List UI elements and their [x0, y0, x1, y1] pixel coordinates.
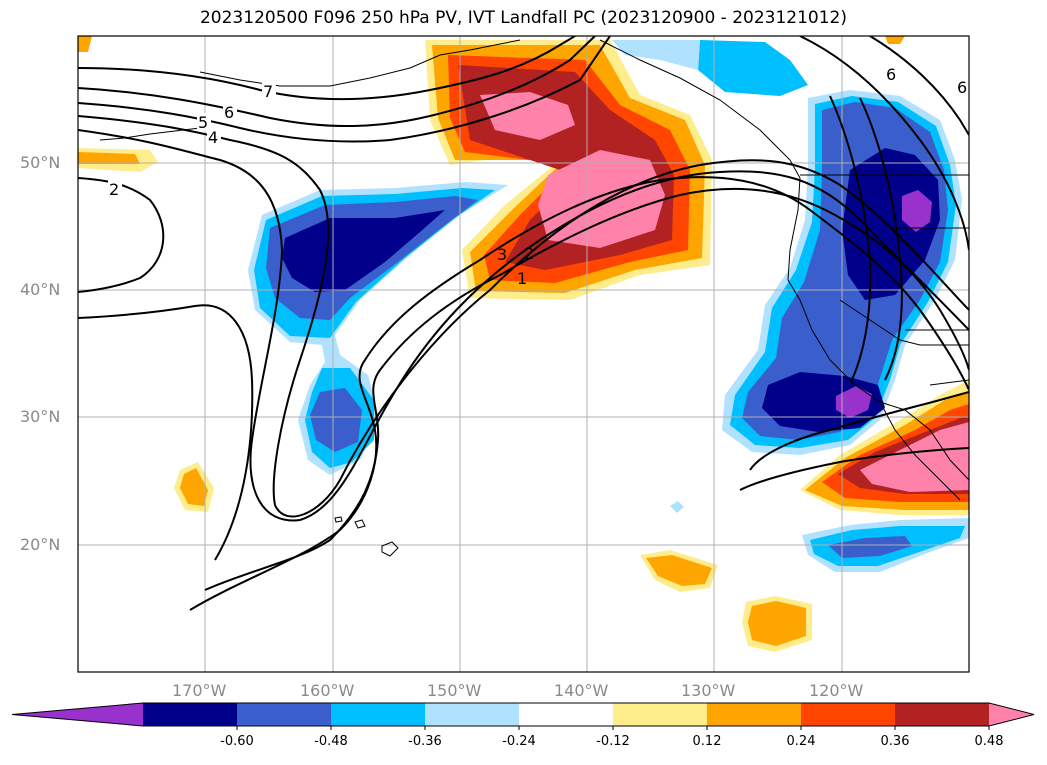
baja-california [879, 401, 961, 501]
colorbar-extend-low [12, 703, 143, 726]
hawaii-1 [381, 541, 399, 557]
colorbar-swatch [143, 703, 238, 726]
contour-label-1: 1 [517, 269, 527, 288]
contour-4 [78, 115, 969, 518]
lon-label-120w: 120°W [809, 681, 864, 700]
contour-east-inner-1 [859, 97, 903, 381]
colorbar-tick-label: 0.48 [974, 734, 1004, 749]
lon-label-170w: 170°W [172, 681, 227, 700]
contour-label-2-west: 2 [109, 180, 119, 199]
positive-anomaly-ne-corner [885, 36, 905, 44]
negative-anomaly-purple-south [836, 386, 872, 418]
negative-anomaly-tiny [670, 501, 684, 513]
contour-label-5: 5 [198, 113, 208, 132]
hawaii-2 [354, 519, 366, 529]
colorbar-tick-label: 0.36 [880, 734, 910, 749]
positive-anomaly-baja-060 [860, 422, 969, 492]
lat-label-40n: 40°N [20, 280, 61, 299]
contour-label-2: 2 [524, 244, 534, 263]
colorbar-swatch [519, 703, 614, 726]
pv-contours [78, 36, 969, 611]
colorbar-tick-label: -0.60 [220, 734, 254, 749]
colorbar-tick-label: 0.24 [786, 734, 816, 749]
contour-label-4: 4 [208, 128, 218, 147]
coastlines [99, 39, 969, 557]
contour-label-6-edge: 6 [957, 78, 967, 97]
lat-label-50n: 50°N [20, 153, 61, 172]
lat-label-30n: 30°N [20, 407, 61, 426]
contour-label-group: 7 6 5 4 2 3 2 1 6 6 [108, 65, 967, 288]
colorbar-tick-label: -0.24 [502, 734, 536, 749]
colorbar-swatch [425, 703, 520, 726]
negative-anomaly-subtropical-036 [828, 536, 912, 558]
negative-anomaly-ne-coast-light [612, 40, 700, 70]
contour-label-6-east: 6 [886, 65, 896, 84]
positive-anomaly-060-north [480, 92, 575, 140]
state-border-4 [929, 379, 969, 386]
contour-6 [78, 36, 596, 128]
contour-west-lower [78, 304, 254, 561]
contour-east-ring-2 [869, 36, 969, 136]
colorbar-swatch [801, 703, 896, 726]
colorbar-swatch [895, 703, 990, 726]
alaska-coast [199, 39, 521, 87]
negative-anomaly-central-036-south [310, 388, 362, 452]
contour-1 [204, 187, 969, 591]
colorbar [11, 702, 1035, 730]
lat-label-20n: 20°N [20, 535, 61, 554]
contour-east-south [749, 391, 969, 471]
lon-label-140w: 140°W [554, 681, 609, 700]
contour-east-south-2 [739, 447, 969, 491]
contour-east-ring [799, 36, 969, 251]
colorbar-swatch [331, 703, 426, 726]
contour-7 [78, 36, 576, 101]
contour-label-6: 6 [224, 103, 234, 122]
positive-anomaly-nw-corner [78, 36, 92, 52]
colorbar-swatch [237, 703, 332, 726]
map-frame [77, 35, 970, 673]
positive-anomaly-south-2-inner [748, 601, 806, 646]
colorbar-swatch [613, 703, 708, 726]
colorbar-tick-label: 0.12 [692, 734, 722, 749]
contour-label-7: 7 [263, 82, 273, 101]
negative-anomaly-central-048 [282, 210, 445, 292]
contour-5 [78, 36, 611, 143]
colorbar-outline [11, 702, 1035, 727]
lon-label-150w: 150°W [427, 681, 482, 700]
colorbar-swatch [707, 703, 802, 726]
colorbar-extend-high [989, 703, 1034, 726]
lon-label-160w: 160°W [300, 681, 355, 700]
map-title: 2023120500 F096 250 hPa PV, IVT Landfall… [199, 8, 847, 28]
colorbar-tick-label: -0.12 [596, 734, 630, 749]
contour-east-inner-2 [829, 95, 872, 381]
negative-anomaly-west-us-048-north [842, 148, 940, 300]
contour-3 [78, 129, 969, 522]
north-america-west-coast [787, 177, 969, 481]
negative-anomaly-ne-coast [698, 40, 808, 96]
contour-label-3: 3 [497, 245, 507, 264]
positive-anomaly-dateline-inner [180, 468, 208, 506]
colorbar-tick-label: -0.48 [314, 734, 348, 749]
alaska-panhandle [599, 39, 801, 179]
colorbar-tick-label: -0.36 [408, 734, 442, 749]
hawaii-3 [334, 516, 343, 523]
negative-anomaly-purple-north [902, 190, 932, 232]
positive-anomaly-west-edge-inner [78, 152, 140, 164]
lon-label-130w: 130°W [681, 681, 736, 700]
contour-2-east [189, 176, 969, 611]
positive-anomaly-south-1-inner [646, 555, 712, 586]
